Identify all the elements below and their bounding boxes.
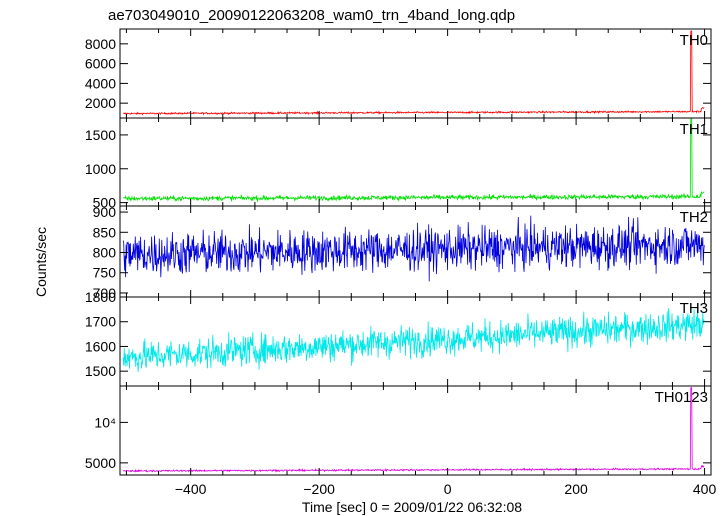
panel-th0123: 5000 10⁴ TH0123 bbox=[85, 385, 712, 476]
y-tick-label: 4000 bbox=[85, 75, 116, 91]
y-tick-label: 850 bbox=[93, 224, 117, 240]
chart-title: ae703049010_20090122063208_wam0_trn_4ban… bbox=[108, 7, 515, 24]
series-line-th0123 bbox=[122, 387, 705, 473]
y-tick-label: 5000 bbox=[85, 455, 116, 471]
panels-group: 2000 4000 6000 8000 TH0 500 1000 1500 TH1 700 750 8… bbox=[85, 28, 712, 476]
series-line-th0 bbox=[123, 30, 705, 116]
y-tick-label: 10⁴ bbox=[94, 414, 116, 430]
panel-frame bbox=[119, 28, 712, 119]
series-line-th2 bbox=[122, 215, 705, 282]
panel-label-th2: TH2 bbox=[680, 209, 708, 226]
y-tick-label: 2000 bbox=[85, 95, 116, 111]
panel-label-th0123: TH0123 bbox=[655, 389, 708, 406]
y-tick-label: 1500 bbox=[85, 127, 116, 143]
panel-label-th0: TH0 bbox=[680, 32, 708, 49]
y-tick-label: 700 bbox=[93, 285, 117, 301]
series-line-th1 bbox=[122, 117, 705, 203]
panel-th0: 2000 4000 6000 8000 TH0 bbox=[85, 28, 712, 119]
y-tick-label: 1600 bbox=[85, 338, 116, 354]
series-line-th3 bbox=[122, 308, 705, 373]
y-tick-label: 900 bbox=[93, 204, 117, 220]
y-tick-label: 1500 bbox=[85, 363, 116, 379]
x-tick-label: 400 bbox=[693, 481, 717, 497]
x-axis-ticks: −400 −200 0 200 400 bbox=[175, 481, 717, 497]
y-tick-label: 1700 bbox=[85, 314, 116, 330]
panel-th2: 700 750 800 850 900 TH2 bbox=[93, 204, 712, 301]
panel-th1: 500 1000 1500 TH1 bbox=[85, 117, 712, 211]
x-tick-label: −400 bbox=[175, 481, 207, 497]
panel-th3: 1500 1600 1700 1800 TH3 bbox=[85, 289, 712, 387]
y-tick-label: 800 bbox=[93, 245, 117, 261]
y-tick-label: 500 bbox=[93, 195, 117, 211]
panel-label-th1: TH1 bbox=[680, 121, 708, 138]
panel-frame bbox=[119, 385, 712, 476]
x-tick-label: −200 bbox=[303, 481, 335, 497]
x-tick-label: 0 bbox=[444, 481, 452, 497]
panel-label-th3: TH3 bbox=[680, 300, 708, 317]
x-tick-label: 200 bbox=[564, 481, 588, 497]
y-tick-label: 1000 bbox=[85, 161, 116, 177]
panel-frame bbox=[119, 117, 712, 207]
y-tick-label: 8000 bbox=[85, 36, 116, 52]
y-tick-label: 750 bbox=[93, 265, 117, 281]
x-axis-label: Time [sec] 0 = 2009/01/22 06:32:08 bbox=[302, 499, 522, 515]
y-tick-label: 6000 bbox=[85, 56, 116, 72]
y-tick-label: 1800 bbox=[85, 289, 116, 305]
y-axis-label: Counts/sec bbox=[33, 227, 49, 297]
